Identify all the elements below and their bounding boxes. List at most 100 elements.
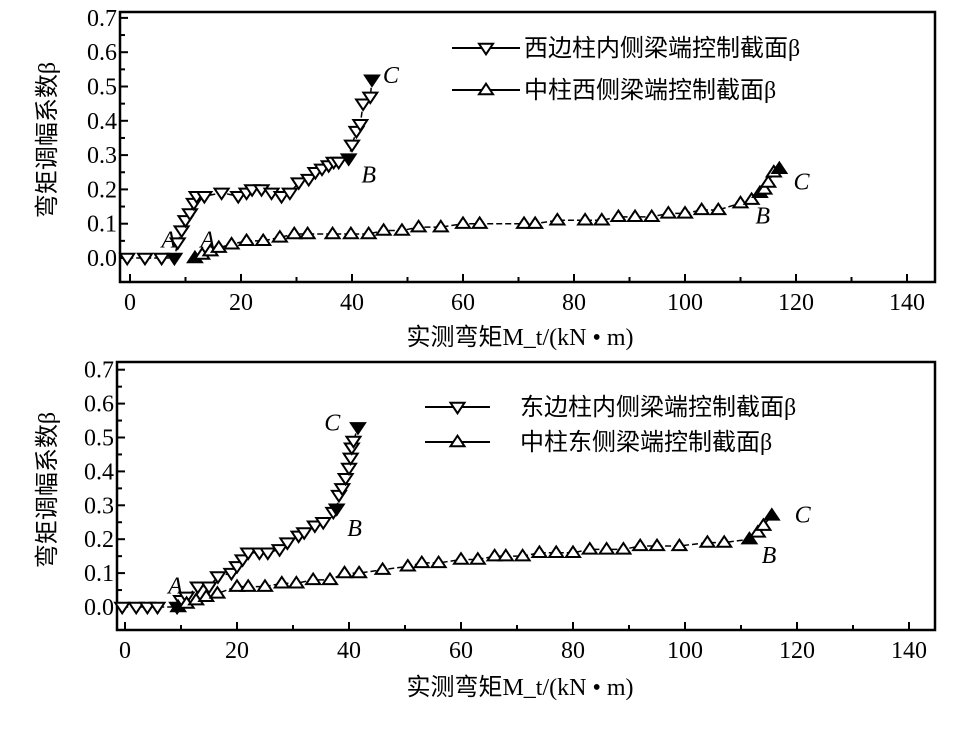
data-point bbox=[285, 225, 304, 240]
data-point bbox=[327, 503, 346, 517]
data-point bbox=[339, 153, 358, 167]
data-point bbox=[609, 208, 628, 223]
y-tick-label: 0.1 bbox=[87, 212, 117, 238]
data-point bbox=[321, 571, 339, 586]
data-point bbox=[222, 567, 241, 582]
point-annotation: A bbox=[166, 573, 183, 599]
data-point bbox=[314, 517, 333, 531]
data-point bbox=[148, 601, 167, 616]
x-tick-label: 120 bbox=[779, 638, 815, 664]
y-tick-label: 0.0 bbox=[84, 595, 114, 621]
data-point bbox=[759, 174, 778, 188]
data-point bbox=[526, 215, 545, 229]
data-point bbox=[278, 537, 297, 551]
data-point bbox=[350, 564, 368, 579]
data-point bbox=[454, 215, 472, 229]
legend-marker bbox=[448, 433, 467, 448]
data-point bbox=[576, 212, 594, 226]
y-tick-label: 0.3 bbox=[84, 493, 114, 519]
data-point bbox=[692, 201, 711, 216]
legend-label: 中柱西侧梁端控制截面β bbox=[524, 77, 776, 104]
x-axis-label: 实测弯矩M_t/(kN • m) bbox=[406, 324, 633, 351]
x-tick-label: 140 bbox=[889, 290, 925, 316]
data-point bbox=[398, 558, 417, 572]
y-tick-label: 0.0 bbox=[87, 246, 117, 272]
x-tick-label: 20 bbox=[225, 638, 249, 664]
data-point bbox=[564, 544, 582, 558]
point-annotation: B bbox=[755, 204, 770, 230]
point-annotation: C bbox=[795, 502, 812, 528]
x-tick-label: 80 bbox=[562, 290, 586, 316]
y-axis-label: 弯矩调幅系数β bbox=[34, 412, 61, 568]
data-point bbox=[113, 601, 132, 616]
data-point bbox=[770, 160, 789, 175]
y-tick-label: 0.7 bbox=[87, 6, 117, 32]
y-axis-label: 弯矩调幅系数β bbox=[34, 62, 61, 218]
x-tick-label: 40 bbox=[340, 290, 364, 316]
point-annotation: B bbox=[762, 543, 777, 569]
point-annotation: A bbox=[198, 228, 215, 254]
data-point bbox=[740, 531, 759, 545]
data-point bbox=[228, 578, 246, 592]
data-point bbox=[547, 544, 566, 558]
x-tick-label: 60 bbox=[449, 638, 473, 664]
point-annotation: C bbox=[794, 169, 811, 195]
point-annotation: A bbox=[160, 228, 177, 254]
data-point bbox=[374, 222, 393, 236]
data-point bbox=[631, 537, 650, 552]
legend-marker bbox=[477, 42, 495, 57]
plot-frame bbox=[118, 10, 937, 284]
data-point bbox=[168, 237, 187, 251]
data-point bbox=[626, 208, 644, 223]
data-point bbox=[496, 548, 515, 562]
data-point bbox=[304, 571, 323, 586]
data-point bbox=[270, 544, 289, 558]
data-point bbox=[181, 208, 199, 222]
data-point bbox=[429, 554, 448, 569]
data-point bbox=[530, 544, 549, 558]
series-1 bbox=[113, 422, 367, 616]
data-point bbox=[515, 215, 533, 229]
legend-label: 东边柱内侧梁端控制截面β bbox=[520, 394, 796, 421]
data-point bbox=[468, 551, 487, 565]
series-2 bbox=[186, 160, 789, 264]
data-point bbox=[354, 98, 372, 112]
data-point bbox=[351, 119, 370, 133]
data-point bbox=[256, 578, 274, 592]
data-point bbox=[172, 225, 191, 239]
data-point bbox=[212, 187, 231, 201]
data-point bbox=[323, 225, 342, 240]
data-point bbox=[742, 191, 761, 205]
data-point bbox=[152, 252, 171, 267]
y-tick-label: 0.3 bbox=[87, 143, 117, 169]
x-tick-label: 140 bbox=[891, 638, 927, 664]
data-point bbox=[333, 483, 352, 497]
data-point bbox=[642, 208, 661, 223]
data-point bbox=[363, 74, 381, 88]
data-point bbox=[165, 252, 184, 267]
data-point bbox=[138, 601, 157, 616]
data-point bbox=[272, 575, 291, 589]
data-point bbox=[340, 462, 358, 477]
x-tick-label: 20 bbox=[229, 290, 253, 316]
series-1 bbox=[118, 74, 381, 267]
data-point bbox=[239, 547, 258, 561]
y-tick-label: 0.6 bbox=[87, 40, 117, 66]
data-point bbox=[762, 507, 781, 521]
data-point bbox=[648, 537, 666, 552]
point-annotation: C bbox=[324, 411, 341, 437]
x-tick-label: 80 bbox=[561, 638, 585, 664]
x-tick-label: 0 bbox=[124, 290, 136, 316]
data-point bbox=[329, 156, 348, 171]
data-point bbox=[270, 229, 289, 243]
data-point bbox=[118, 252, 137, 267]
data-point bbox=[127, 601, 146, 616]
data-point bbox=[755, 181, 774, 195]
legend-marker bbox=[448, 401, 467, 416]
data-point bbox=[659, 205, 678, 219]
data-point bbox=[305, 520, 324, 534]
y-tick-label: 0.5 bbox=[87, 75, 117, 101]
data-point bbox=[209, 571, 227, 585]
data-point bbox=[580, 541, 599, 555]
